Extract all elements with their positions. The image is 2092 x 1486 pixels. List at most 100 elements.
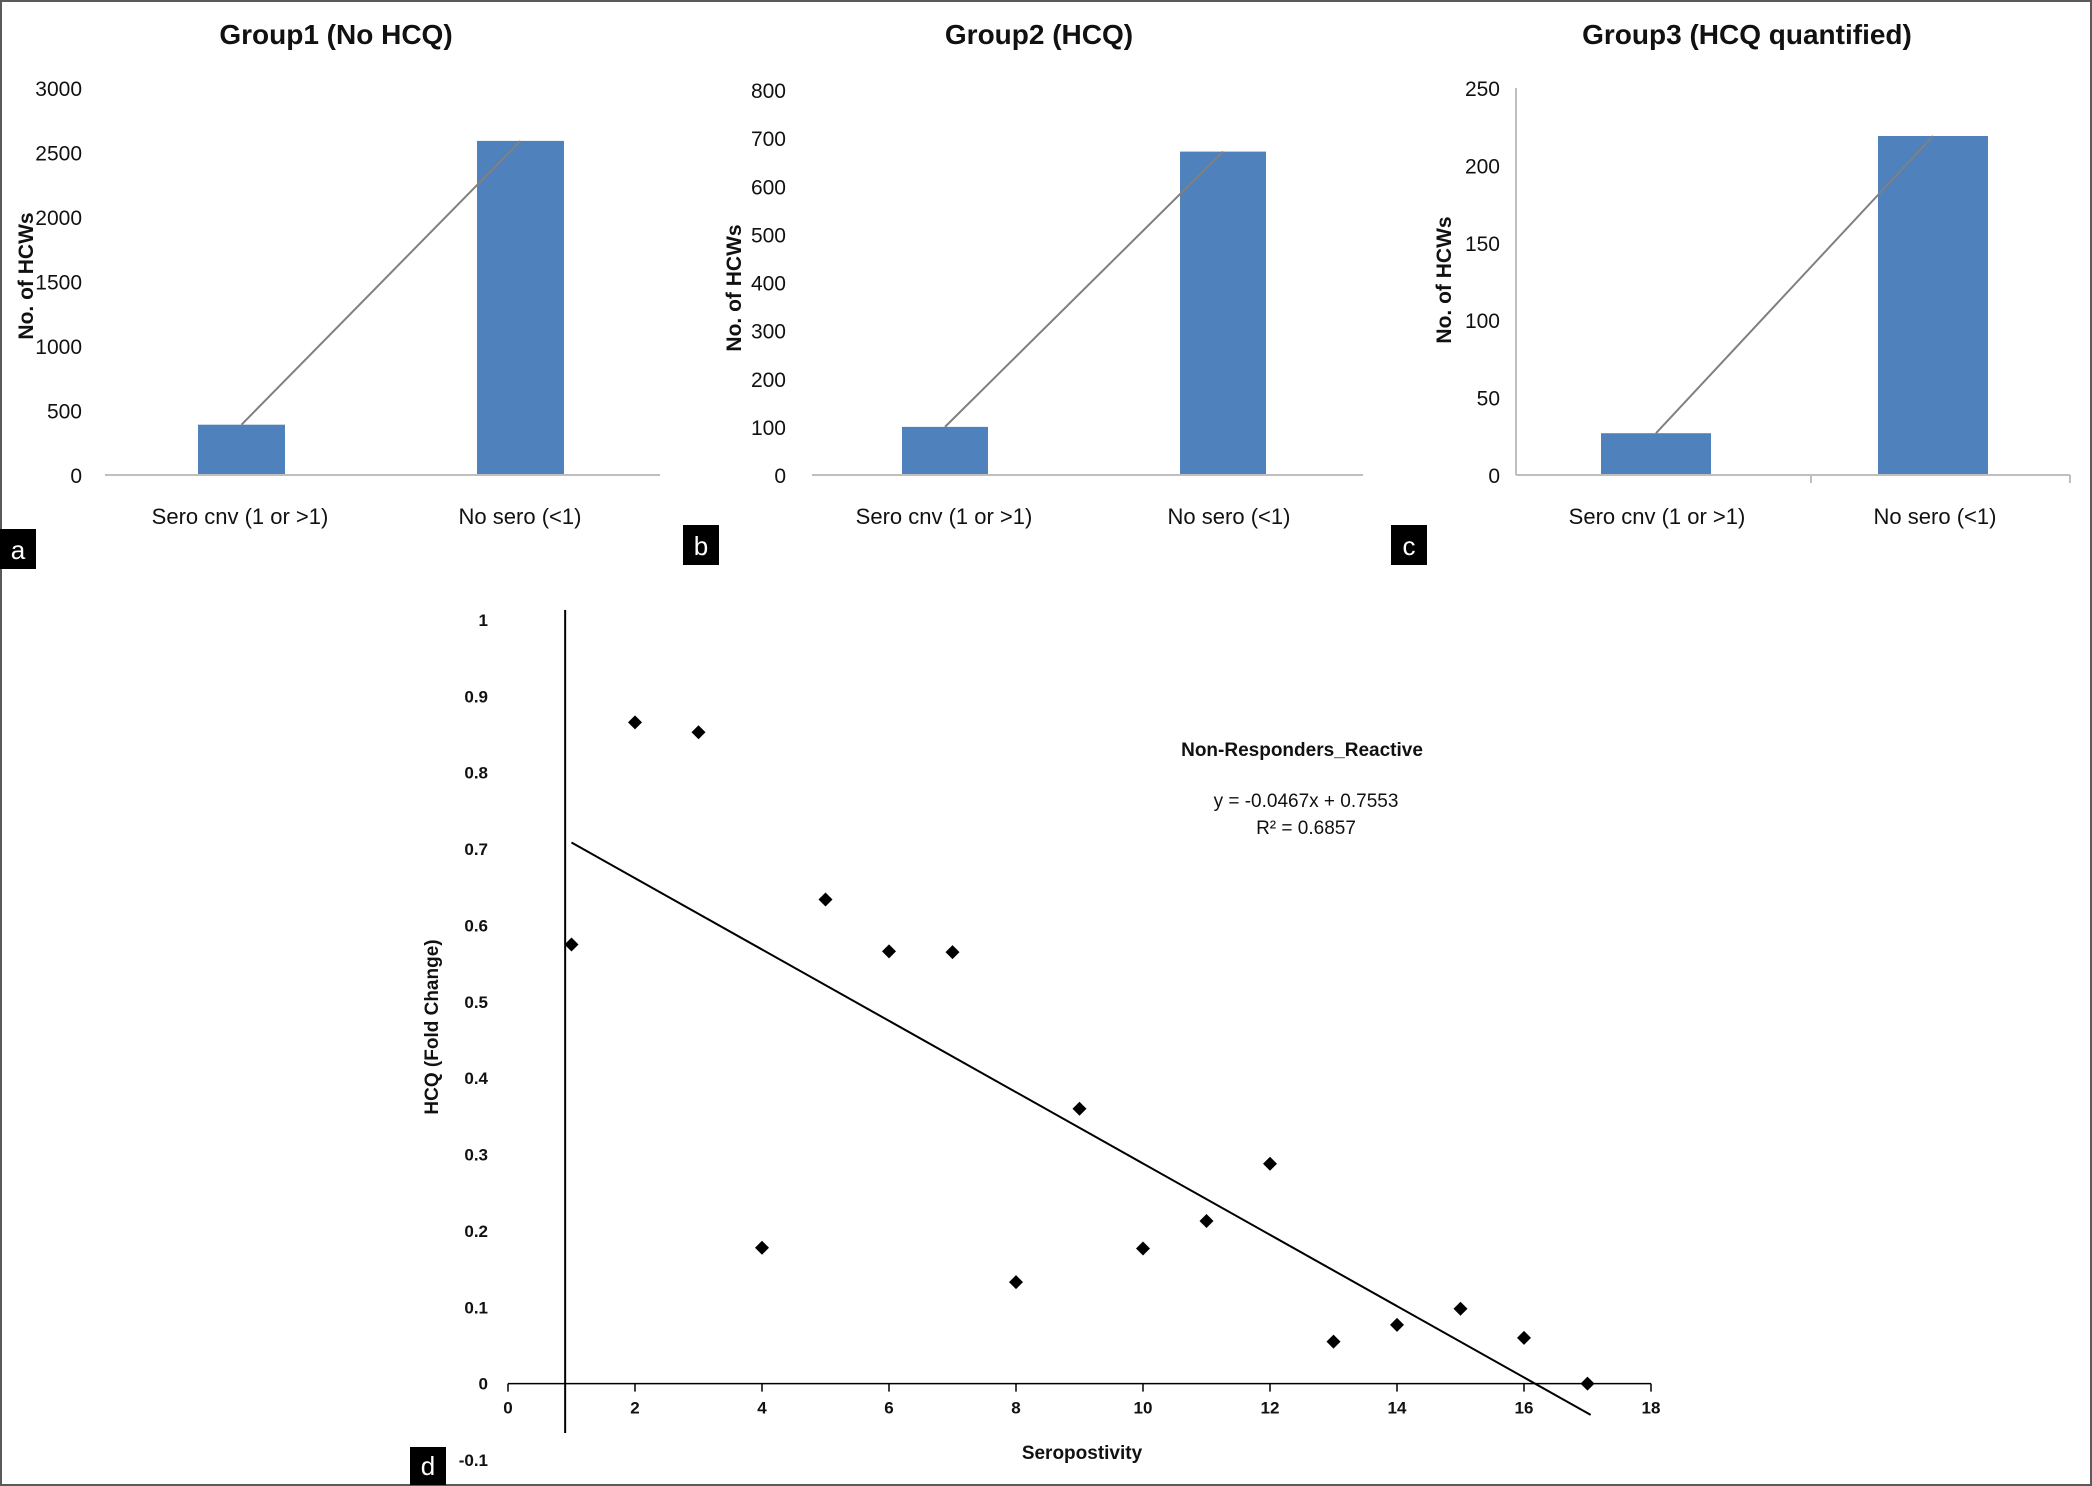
x-category-label: No sero (<1): [459, 504, 582, 529]
y-tick-label: 0.8: [464, 764, 488, 783]
panel-badge-a: a: [0, 529, 36, 569]
y-tick-label: 1: [479, 611, 488, 630]
bar: [1601, 433, 1711, 475]
chart-title: Group3 (HCQ quantified): [1582, 19, 1912, 50]
y-tick-label: 250: [1465, 78, 1500, 101]
data-point: [818, 892, 833, 907]
data-point: [1072, 1101, 1087, 1116]
y-axis-label: No. of HCWs: [15, 212, 38, 339]
y-axis-label: No. of HCWs: [723, 224, 746, 351]
panel-letter: a: [11, 535, 26, 565]
x-tick-label: 18: [1642, 1399, 1661, 1418]
bar: [902, 426, 988, 475]
x-tick-label: 0: [503, 1399, 512, 1418]
data-point: [691, 725, 706, 740]
y-axis-label: HCQ (Fold Change): [422, 939, 443, 1114]
panel-letter: c: [1403, 531, 1416, 561]
y-tick-label: 400: [751, 273, 786, 296]
data-point: [1326, 1334, 1341, 1349]
y-tick-label: 800: [751, 80, 786, 103]
connector-line: [1655, 135, 1934, 434]
trendline-series-name: Non-Responders_Reactive: [1181, 740, 1423, 761]
data-point: [882, 944, 896, 959]
y-tick-label: 0.4: [464, 1069, 488, 1088]
bar: [1878, 135, 1988, 475]
data-point: [564, 937, 579, 952]
y-tick-label: 200: [751, 369, 786, 392]
data-point: [1390, 1317, 1404, 1332]
y-tick-label: 0: [70, 465, 82, 488]
y-tick-label: 1500: [35, 272, 82, 295]
panel-letter: d: [421, 1451, 435, 1481]
connector-line: [240, 140, 522, 426]
x-tick-label: 2: [630, 1399, 639, 1418]
panel-badge-b: b: [683, 525, 719, 565]
trendline: [571, 841, 1592, 1416]
data-point: [1199, 1213, 1214, 1228]
y-tick-label: 2000: [35, 207, 82, 230]
data-point: [755, 1240, 769, 1255]
y-axis-label: No. of HCWs: [1433, 216, 1456, 343]
x-tick-label: 12: [1261, 1399, 1280, 1418]
data-point: [1136, 1241, 1150, 1256]
y-tick-label: 0.6: [464, 916, 488, 935]
y-tick-label: 0.1: [464, 1298, 488, 1317]
bar-group: [1601, 135, 1988, 475]
bar-chart-panel-a: Group1 (No HCQ) No. of HCWs 0 500 1000 1500…: [15, 19, 660, 529]
chart-title: Group1 (No HCQ): [219, 19, 452, 50]
data-point: [1517, 1330, 1531, 1345]
x-category-label: Sero cnv (1 or >1): [152, 504, 329, 529]
y-tick-label: -0.1: [459, 1451, 488, 1470]
y-tick-label: 0.7: [464, 840, 488, 859]
trendline-equation: y = -0.0467x + 0.7553: [1214, 791, 1399, 812]
x-category-label: Sero cnv (1 or >1): [856, 504, 1033, 529]
x-tick-label: 6: [884, 1399, 893, 1418]
y-tick-label: 500: [47, 401, 82, 424]
y-tick-label: 150: [1465, 233, 1500, 256]
y-tick-label: 500: [751, 224, 786, 247]
x-tick-label: 4: [757, 1399, 767, 1418]
panel-letter: b: [694, 531, 708, 561]
y-tick-label: 200: [1465, 155, 1500, 178]
scatter-chart-panel-d: Seropostivity HCQ (Fold Change) Non-Resp…: [422, 610, 1660, 1470]
data-point: [628, 715, 642, 730]
trendline-r-squared: R² = 0.6857: [1256, 818, 1356, 839]
bar: [198, 424, 285, 475]
y-tick-label: 0: [774, 465, 786, 488]
bar-chart-panel-b: Group2 (HCQ) No. of HCWs 0 100 200 300 400 50…: [723, 19, 1363, 529]
y-tick-label: 700: [751, 128, 786, 151]
y-tick-label: 0.3: [464, 1146, 488, 1165]
x-category-label: No sero (<1): [1168, 504, 1291, 529]
x-category-label: No sero (<1): [1874, 504, 1997, 529]
x-tick-label: 14: [1388, 1399, 1407, 1418]
y-tick-label: 2500: [35, 143, 82, 166]
y-tick-label: 0: [1488, 465, 1500, 488]
bar: [1180, 151, 1266, 475]
bar-group: [198, 140, 564, 475]
y-tick-label: 0.5: [464, 993, 488, 1012]
x-category-label: Sero cnv (1 or >1): [1569, 504, 1746, 529]
y-tick-label: 100: [1465, 310, 1500, 333]
panel-badge-d: d: [410, 1447, 446, 1485]
y-tick-label: 0: [479, 1375, 488, 1394]
y-tick-label: 0.9: [464, 687, 488, 706]
data-point: [945, 945, 960, 960]
data-point: [1009, 1275, 1023, 1290]
y-tick-label: 100: [751, 417, 786, 440]
y-tick-label: 50: [1477, 388, 1500, 411]
y-tick-label: 0.2: [464, 1222, 488, 1241]
y-tick-label: 1000: [35, 336, 82, 359]
chart-title: Group2 (HCQ): [945, 19, 1133, 50]
x-axis-label: Seropostivity: [1022, 1443, 1143, 1464]
data-point: [1263, 1156, 1277, 1171]
x-tick-label: 8: [1011, 1399, 1020, 1418]
bar-group: [902, 151, 1266, 475]
data-point: [1453, 1301, 1468, 1316]
y-tick-label: 600: [751, 176, 786, 199]
panel-badge-c: c: [1391, 525, 1427, 565]
connector-line: [944, 150, 1224, 428]
bar-chart-panel-c: Group3 (HCQ quantified) No. of HCWs 0 50 1…: [1433, 19, 2071, 529]
bar: [477, 140, 564, 475]
